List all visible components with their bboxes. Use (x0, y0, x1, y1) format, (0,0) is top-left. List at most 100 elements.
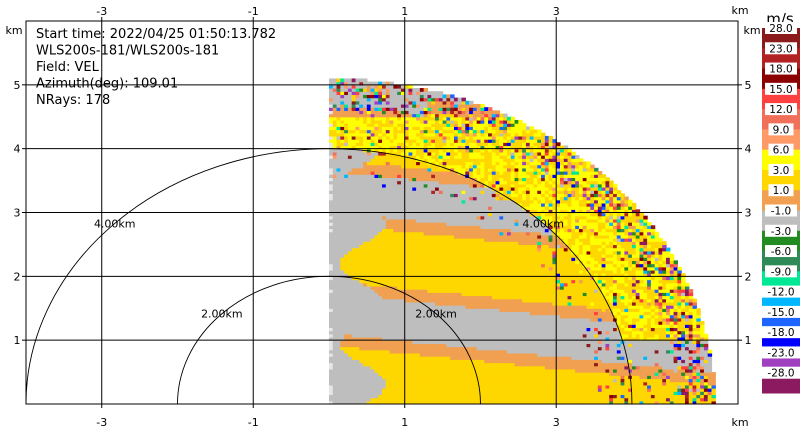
velocity-cell (382, 212, 387, 217)
velocity-cell (400, 107, 406, 111)
velocity-cell (442, 167, 447, 172)
velocity-cell (336, 103, 341, 108)
velocity-cell (385, 292, 391, 297)
velocity-cell (446, 340, 451, 344)
velocity-cell (427, 174, 432, 178)
velocity-cell (472, 116, 478, 121)
velocity-cell (355, 155, 360, 159)
velocity-cell (374, 365, 379, 370)
velocity-cell (423, 336, 429, 341)
velocity-cell (389, 126, 394, 131)
velocity-cell (480, 151, 485, 156)
velocity-cell (480, 327, 485, 332)
velocity-cell (419, 116, 425, 121)
velocity-cell (336, 123, 341, 127)
velocity-cell (366, 378, 372, 383)
velocity-cell (506, 238, 512, 242)
velocity-cell (351, 295, 357, 300)
velocity-cell (491, 250, 497, 255)
velocity-cell (461, 375, 466, 380)
velocity-cell (503, 241, 508, 246)
velocity-cell (408, 180, 413, 185)
velocity-cell (412, 228, 417, 233)
velocity-cell (393, 397, 398, 402)
velocity-cell (340, 362, 345, 367)
velocity-cell (442, 292, 447, 297)
velocity-cell (495, 295, 501, 300)
velocity-cell (347, 314, 353, 319)
velocity-cell (514, 384, 519, 389)
velocity-cell (393, 365, 398, 370)
velocity-cell (484, 365, 489, 370)
velocity-cell (446, 212, 451, 217)
velocity-cell (419, 158, 425, 163)
velocity-cell (499, 352, 504, 357)
velocity-cell (397, 352, 402, 357)
velocity-cell (382, 391, 387, 396)
velocity-cell (484, 378, 489, 383)
velocity-cell (378, 356, 383, 360)
velocity-cell (510, 327, 516, 332)
velocity-cell (510, 305, 516, 309)
velocity-cell (423, 129, 429, 134)
velocity-cell (416, 119, 421, 124)
velocity-cell (366, 190, 372, 194)
velocity-cell (495, 158, 501, 163)
velocity-cell (514, 145, 519, 150)
velocity-cell (423, 378, 429, 383)
velocity-cell (328, 372, 334, 376)
velocity-cell (347, 177, 353, 182)
velocity-cell (393, 311, 398, 316)
velocity-cell (427, 231, 432, 236)
velocity-cell (344, 231, 349, 236)
velocity-cell (340, 253, 345, 258)
velocity-cell (416, 365, 421, 370)
velocity-cell (351, 314, 357, 319)
velocity-cell (491, 333, 497, 338)
velocity-cell (446, 327, 451, 332)
velocity-cell (480, 368, 485, 373)
velocity-cell (397, 394, 402, 399)
velocity-cell (491, 142, 497, 147)
velocity-cell (427, 103, 432, 108)
velocity-cell (340, 116, 345, 121)
velocity-cell (506, 257, 512, 261)
velocity-cell (416, 384, 421, 389)
velocity-cell (328, 155, 334, 159)
velocity-cell (419, 110, 425, 115)
velocity-cell (499, 327, 504, 332)
velocity-cell (431, 231, 436, 236)
velocity-cell (423, 391, 429, 396)
velocity-cell (363, 279, 368, 284)
velocity-cell (510, 263, 516, 268)
velocity-cell (374, 285, 379, 290)
velocity-cell (366, 94, 372, 99)
velocity-cell (506, 346, 512, 351)
velocity-cell (363, 78, 368, 83)
velocity-cell (404, 365, 410, 370)
velocity-cell (469, 301, 474, 306)
velocity-cell (469, 279, 474, 284)
velocity-cell (351, 285, 357, 290)
velocity-cell (389, 289, 394, 293)
velocity-cell (480, 250, 485, 255)
velocity-cell (488, 123, 493, 127)
velocity-cell (416, 362, 421, 367)
velocity-cell (408, 88, 413, 92)
velocity-cell (389, 132, 394, 137)
velocity-cell (431, 119, 436, 124)
velocity-cell (457, 282, 463, 287)
velocity-cell (488, 132, 493, 137)
velocity-cell (442, 199, 447, 204)
velocity-cell (506, 167, 512, 172)
velocity-cell (469, 238, 474, 242)
velocity-cell (442, 241, 447, 246)
velocity-cell (423, 151, 429, 156)
velocity-cell (378, 97, 383, 102)
velocity-cell (366, 314, 372, 319)
velocity-cell (438, 97, 444, 102)
velocity-cell (404, 244, 410, 249)
velocity-cell (416, 183, 421, 188)
velocity-cell (332, 88, 338, 92)
velocity-cell (385, 375, 391, 380)
